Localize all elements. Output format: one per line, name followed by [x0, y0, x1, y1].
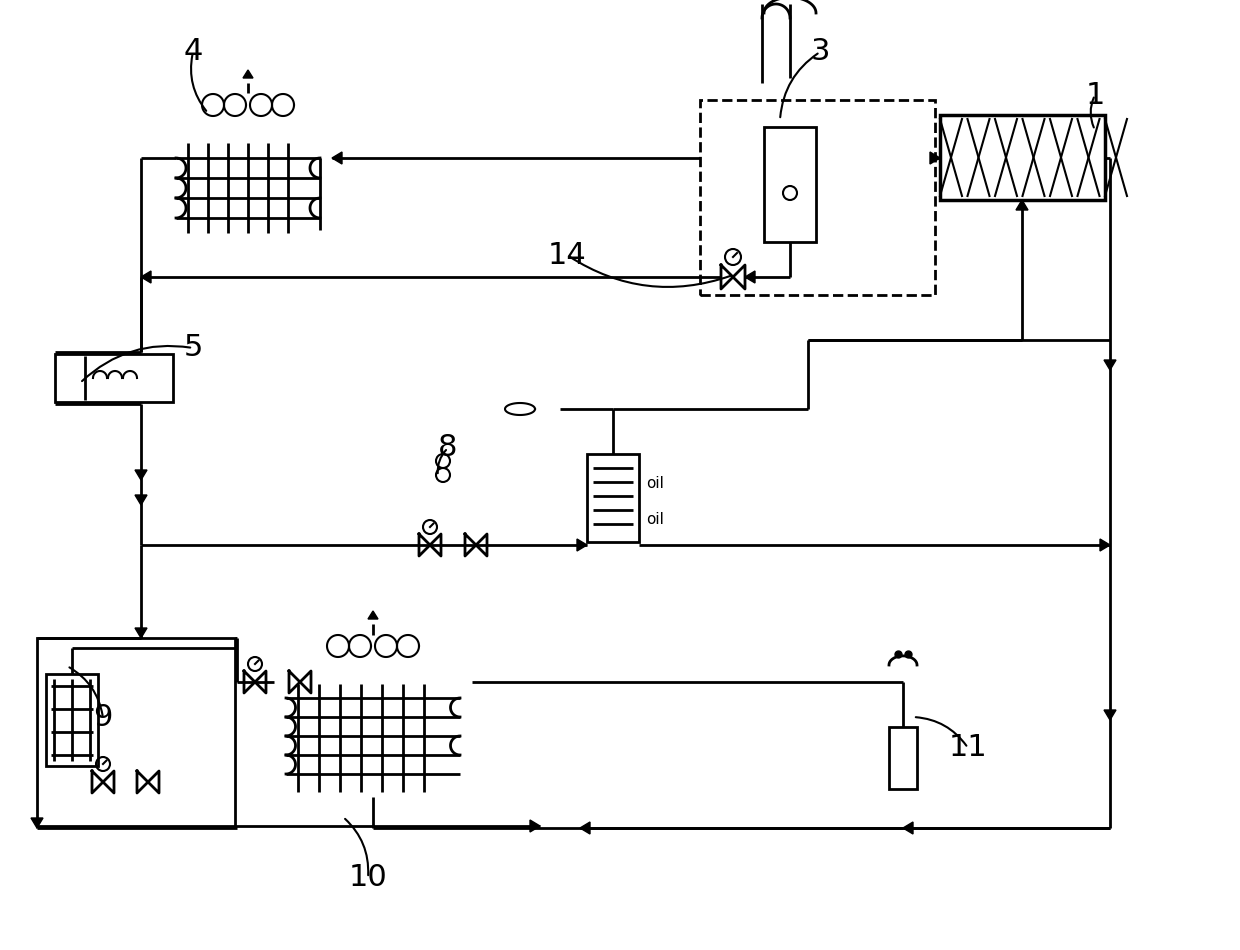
- Polygon shape: [243, 70, 253, 78]
- Polygon shape: [332, 152, 342, 164]
- Text: 9: 9: [93, 704, 113, 732]
- Polygon shape: [368, 611, 378, 619]
- Text: 10: 10: [348, 864, 387, 892]
- Polygon shape: [1104, 710, 1116, 720]
- Polygon shape: [141, 271, 151, 283]
- Text: 5: 5: [184, 333, 202, 363]
- Bar: [55, 354, 174, 402]
- Polygon shape: [1016, 200, 1028, 210]
- Bar: [37, 638, 236, 826]
- Bar: [889, 727, 918, 789]
- Polygon shape: [135, 628, 148, 638]
- Polygon shape: [1100, 539, 1110, 551]
- Text: 14: 14: [548, 240, 587, 270]
- Polygon shape: [135, 495, 148, 505]
- Polygon shape: [580, 822, 590, 834]
- Bar: [764, 127, 816, 242]
- Bar: [46, 674, 98, 766]
- Polygon shape: [529, 820, 539, 832]
- Text: oil: oil: [646, 476, 663, 490]
- Polygon shape: [1104, 360, 1116, 370]
- Bar: [587, 454, 639, 542]
- Bar: [701, 100, 935, 295]
- Polygon shape: [31, 818, 43, 828]
- Text: 3: 3: [810, 37, 830, 66]
- Text: 1: 1: [1085, 81, 1105, 109]
- Polygon shape: [745, 271, 755, 283]
- Polygon shape: [135, 470, 148, 480]
- Text: oil: oil: [646, 512, 663, 527]
- Text: 4: 4: [184, 37, 202, 66]
- Text: 8: 8: [438, 433, 458, 463]
- Bar: [940, 115, 1105, 200]
- Polygon shape: [930, 152, 940, 164]
- Polygon shape: [903, 822, 913, 834]
- Polygon shape: [577, 539, 587, 551]
- Text: 11: 11: [949, 733, 987, 763]
